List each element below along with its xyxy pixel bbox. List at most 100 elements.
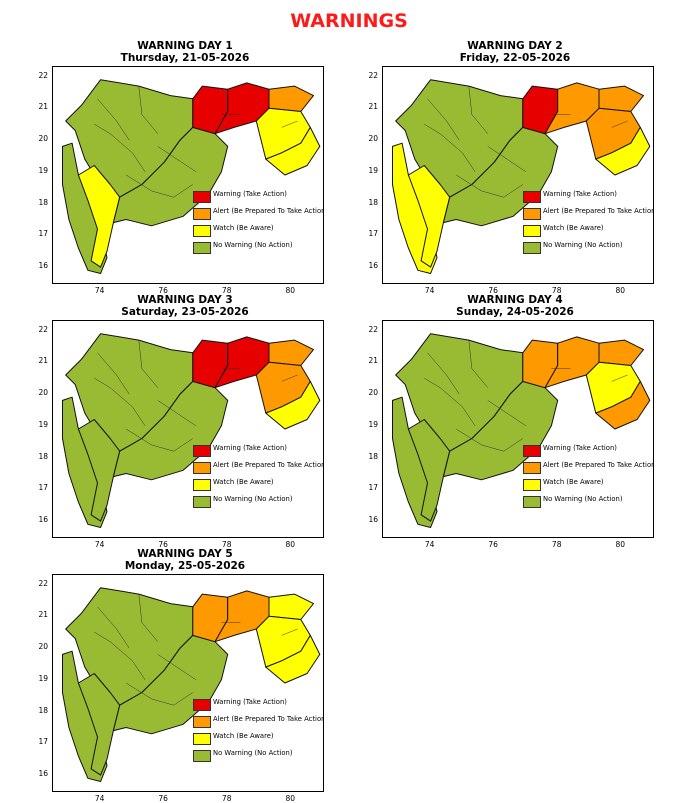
region-ghats [407,165,451,268]
maharashtra-map [62,79,321,274]
page-title: WARNINGS [290,10,408,32]
x-tick-label: 78 [551,540,562,549]
legend-item-watch: Watch (Be Aware) [523,223,651,240]
district-boundary [125,428,152,446]
x-tick-label: 76 [488,286,498,295]
panel-day-label: WARNING DAY 4 [467,294,563,306]
district-boundary [157,400,197,427]
legend-item-none: No Warning (No Action) [193,748,321,765]
legend-item-none: No Warning (No Action) [523,240,651,257]
y-tick-label: 21 [368,356,378,366]
district-boundary [97,352,130,395]
legend-item-watch: Watch (Be Aware) [523,477,651,494]
warning-panel-day-4: WARNING DAY 4 Sunday, 24-05-2026 Warning (… [350,294,680,549]
panel-title: WARNING DAY 3 Saturday, 23-05-2026 [20,294,350,318]
x-tick-label: 74 [94,794,105,803]
district-boundary [440,387,476,426]
map-frame: Warning (Take Action) Alert (Be Prepared … [382,66,654,284]
legend-label: No Warning (No Action) [213,495,293,503]
district-boundary [611,374,628,382]
district-boundary [110,387,146,426]
legend-swatch [523,445,541,457]
region-vid-ne [268,593,314,620]
x-tick-label: 76 [158,286,168,295]
y-tick-label: 19 [38,165,48,175]
warning-panel-day-1: WARNING DAY 1 Thursday, 21-05-2026 Warning… [20,40,350,295]
legend-label: No Warning (No Action) [213,241,293,249]
district-boundary [424,123,441,134]
legend-item-warning: Warning (Take Action) [193,443,321,460]
legend-item-watch: Watch (Be Aware) [193,477,321,494]
x-tick-label: 80 [285,794,295,803]
y-tick-label: 21 [38,610,48,620]
legend-item-none: No Warning (No Action) [193,494,321,511]
legend: Warning (Take Action) Alert (Be Prepared … [193,697,323,765]
legend-swatch [193,208,211,220]
x-tick-label: 78 [221,794,232,803]
y-tick-label: 17 [38,483,48,493]
district-boundary [468,86,488,134]
x-tick-label: 76 [158,794,168,803]
x-tick-label: 74 [424,540,435,549]
legend-label: Watch (Be Aware) [213,732,274,740]
region-vid-ne [598,85,644,112]
legend: Warning (Take Action) Alert (Be Prepared … [193,189,323,257]
x-tick-label: 74 [424,286,435,295]
district-boundary [110,641,146,680]
y-tick-label: 17 [38,737,48,747]
y-tick-label: 18 [368,197,378,207]
map-frame: Warning (Take Action) Alert (Be Prepared … [382,320,654,538]
y-tick-label: 18 [368,451,378,461]
legend-item-warning: Warning (Take Action) [193,189,321,206]
legend-item-alert: Alert (Be Prepared To Take Action) [523,206,653,223]
district-boundary [138,594,158,642]
district-boundary [97,606,130,649]
panel-date-label: Sunday, 24-05-2026 [456,306,574,318]
y-tick-label: 19 [38,673,48,683]
district-boundary [151,692,193,706]
region-vid-ne [598,339,644,366]
legend-swatch [193,445,211,457]
legend-item-none: No Warning (No Action) [523,494,651,511]
legend-label: Alert (Be Prepared To Take Action) [213,461,324,469]
district-boundary [481,184,523,198]
legend-swatch [523,208,541,220]
panel-title: WARNING DAY 4 Sunday, 24-05-2026 [350,294,680,318]
legend-swatch [193,191,211,203]
y-tick-label: 22 [368,70,378,80]
legend-swatch [523,496,541,508]
legend-label: No Warning (No Action) [543,241,623,249]
district-boundary [110,133,146,172]
district-boundary [157,654,197,681]
panel-date-label: Monday, 25-05-2026 [124,560,246,572]
panel-date-label: Friday, 22-05-2026 [459,52,571,64]
legend-label: Watch (Be Aware) [213,478,274,486]
district-boundary [97,98,130,141]
warning-panel-day-2: WARNING DAY 2 Friday, 22-05-2026 Warning (… [350,40,680,295]
legend-item-alert: Alert (Be Prepared To Take Action) [193,460,324,477]
x-tick-label: 80 [285,540,295,549]
legend-label: Alert (Be Prepared To Take Action) [543,461,654,469]
panel-day-label: WARNING DAY 5 [137,548,233,560]
legend-label: Watch (Be Aware) [543,224,604,232]
legend-swatch [523,225,541,237]
x-tick-label: 76 [158,540,168,549]
district-boundary [427,352,460,395]
y-tick-label: 19 [368,165,378,175]
y-tick-label: 18 [38,705,48,715]
panel-date-label: Saturday, 23-05-2026 [121,306,249,318]
y-tick-label: 17 [38,229,48,239]
district-boundary [157,146,197,173]
y-tick-label: 18 [38,197,48,207]
panel-title: WARNING DAY 5 Monday, 25-05-2026 [20,548,350,572]
legend-label: No Warning (No Action) [543,495,623,503]
x-tick-label: 74 [94,540,105,549]
y-tick-label: 20 [368,134,378,144]
y-tick-label: 17 [368,483,378,493]
region-ghats [407,419,451,522]
district-boundary [125,682,152,700]
y-tick-label: 16 [368,261,378,271]
legend-item-warning: Warning (Take Action) [523,189,651,206]
legend-label: Warning (Take Action) [213,190,287,198]
y-tick-label: 19 [368,419,378,429]
